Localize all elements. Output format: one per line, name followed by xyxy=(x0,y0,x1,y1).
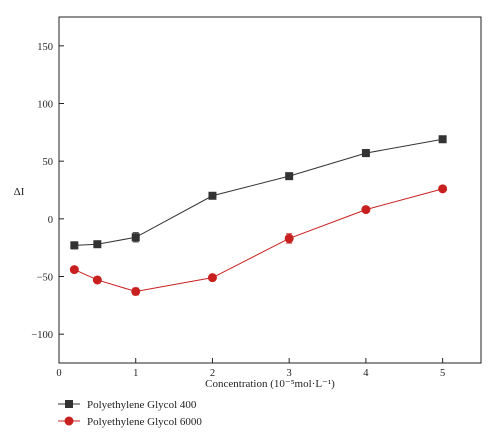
data-point xyxy=(207,273,217,283)
data-point xyxy=(92,275,102,285)
y-tick-label: 150 xyxy=(37,42,53,53)
series-line xyxy=(74,188,443,293)
x-tick-label: 2 xyxy=(210,368,215,379)
y-tick-label: 50 xyxy=(43,157,54,168)
x-tick-label: 3 xyxy=(287,368,292,379)
data-point xyxy=(131,286,141,296)
x-axis-title: Concentration (10⁻⁵mol·L⁻¹) xyxy=(205,378,335,390)
legend-marker xyxy=(64,416,74,426)
data-point xyxy=(70,241,79,250)
data-point xyxy=(285,172,294,181)
y-tick-label: 100 xyxy=(37,100,53,111)
series-1 xyxy=(70,135,447,250)
data-point xyxy=(69,265,79,275)
x-tick-label: 5 xyxy=(440,368,445,379)
series-line xyxy=(74,138,443,246)
data-point xyxy=(438,135,447,144)
y-tick-label: −100 xyxy=(31,330,53,341)
legend-label: Polyethylene Glycol 400 xyxy=(87,399,197,411)
data-point xyxy=(438,184,448,194)
data-point xyxy=(284,233,294,243)
legend: Polyethylene Glycol 400 Polyethylene Glyc… xyxy=(58,399,202,428)
legend-label: Polyethylene Glycol 6000 xyxy=(87,416,202,428)
x-tick-label: 1 xyxy=(133,368,138,379)
y-tick-label: 0 xyxy=(48,215,53,226)
x-tick-label: 0 xyxy=(56,368,61,379)
y-tick-label: −50 xyxy=(37,273,53,284)
plot-frame xyxy=(58,16,482,364)
data-point xyxy=(361,205,371,215)
data-point xyxy=(131,233,140,242)
data-point xyxy=(208,191,217,200)
legend-item: Polyethylene Glycol 6000 xyxy=(58,416,202,428)
y-axis-title: ΔI xyxy=(14,186,25,198)
legend-item: Polyethylene Glycol 400 xyxy=(58,399,197,411)
data-point xyxy=(361,149,370,158)
legend-marker xyxy=(65,400,73,408)
series-2 xyxy=(69,184,448,296)
x-tick-label: 4 xyxy=(363,368,369,379)
data-point xyxy=(93,240,102,249)
